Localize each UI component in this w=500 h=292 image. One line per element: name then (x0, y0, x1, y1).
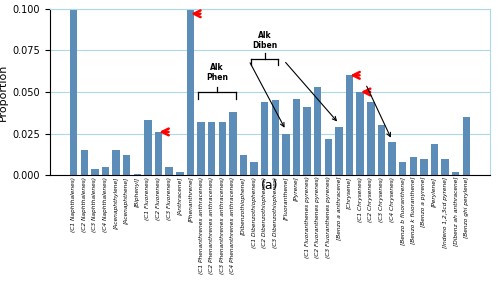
Bar (272, 100, 279, 175)
Bar (304, 107, 311, 175)
Bar (250, 162, 258, 175)
Bar (442, 159, 449, 175)
Text: (a): (a) (261, 178, 279, 192)
Bar (336, 127, 342, 175)
Bar (176, 172, 184, 175)
Bar (261, 102, 268, 175)
Bar (367, 102, 374, 175)
Bar (452, 172, 460, 175)
Bar (123, 155, 130, 175)
Bar (144, 120, 152, 175)
Bar (378, 125, 385, 175)
Bar (240, 155, 247, 175)
Y-axis label: Proportion: Proportion (0, 63, 8, 121)
Bar (112, 150, 120, 175)
Bar (356, 92, 364, 175)
Bar (282, 133, 290, 175)
Text: Alk
Phen: Alk Phen (206, 62, 228, 82)
Bar (399, 162, 406, 175)
Text: Alk
Diben: Alk Diben (252, 31, 278, 50)
Bar (218, 122, 226, 175)
Bar (462, 117, 470, 175)
Bar (91, 168, 98, 175)
Bar (155, 132, 162, 175)
Bar (102, 167, 110, 175)
Bar (80, 150, 88, 175)
Bar (198, 122, 204, 175)
Bar (324, 139, 332, 175)
Bar (134, 173, 141, 175)
Bar (388, 142, 396, 175)
Bar (229, 112, 236, 175)
Bar (293, 99, 300, 175)
Bar (420, 159, 428, 175)
Bar (186, 9, 194, 175)
Bar (166, 167, 173, 175)
Bar (430, 144, 438, 175)
Bar (70, 9, 78, 175)
Bar (410, 157, 417, 175)
Bar (314, 87, 322, 175)
Bar (346, 75, 354, 175)
Bar (208, 122, 216, 175)
